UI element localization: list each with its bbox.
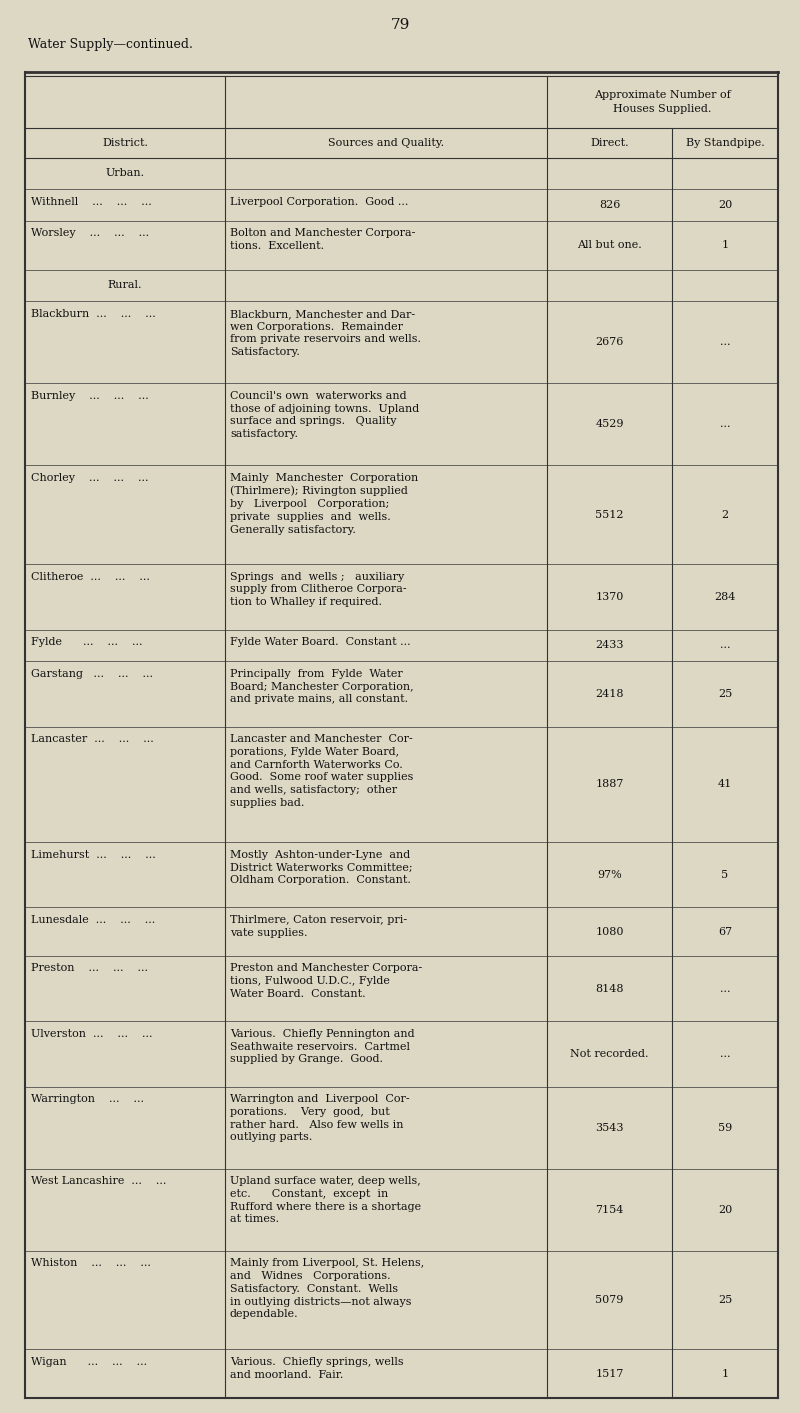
Text: 5512: 5512 xyxy=(595,510,624,520)
Text: 97%: 97% xyxy=(597,870,622,880)
Text: 7154: 7154 xyxy=(595,1205,624,1215)
Text: Various.  Chiefly springs, wells
and moorland.  Fair.: Various. Chiefly springs, wells and moor… xyxy=(230,1356,404,1379)
Text: District.: District. xyxy=(102,137,148,147)
Text: ...: ... xyxy=(720,640,730,650)
Text: Wigan      ...    ...    ...: Wigan ... ... ... xyxy=(31,1356,147,1366)
Text: Direct.: Direct. xyxy=(590,137,629,147)
Text: 41: 41 xyxy=(718,780,732,790)
Text: 59: 59 xyxy=(718,1122,732,1133)
Text: 67: 67 xyxy=(718,927,732,937)
Text: Liverpool Corporation.  Good ...: Liverpool Corporation. Good ... xyxy=(230,196,408,206)
Text: Council's own  waterworks and
those of adjoining towns.  Upland
surface and spri: Council's own waterworks and those of ad… xyxy=(230,391,419,439)
Text: Urban.: Urban. xyxy=(106,168,145,178)
Text: Preston    ...    ...    ...: Preston ... ... ... xyxy=(31,964,148,974)
Text: Upland surface water, deep wells,
etc.      Constant,  except  in
Rufford where : Upland surface water, deep wells, etc. C… xyxy=(230,1176,421,1225)
Text: Fylde Water Board.  Constant ...: Fylde Water Board. Constant ... xyxy=(230,637,410,647)
Text: 2418: 2418 xyxy=(595,690,624,699)
Text: 1370: 1370 xyxy=(595,592,624,602)
Text: ...: ... xyxy=(720,1048,730,1058)
Text: Warrington and  Liverpool  Cor-
porations.    Very  good,  but
rather hard.   Al: Warrington and Liverpool Cor- porations.… xyxy=(230,1094,410,1143)
Text: Blackburn  ...    ...    ...: Blackburn ... ... ... xyxy=(31,309,156,319)
Text: Lunesdale  ...    ...    ...: Lunesdale ... ... ... xyxy=(31,916,155,926)
Text: 284: 284 xyxy=(714,592,736,602)
Text: By Standpipe.: By Standpipe. xyxy=(686,137,764,147)
Text: 1517: 1517 xyxy=(595,1369,624,1379)
Text: 79: 79 xyxy=(390,18,410,32)
Text: 3543: 3543 xyxy=(595,1122,624,1133)
Text: Burnley    ...    ...    ...: Burnley ... ... ... xyxy=(31,391,149,401)
Text: Rural.: Rural. xyxy=(108,280,142,291)
Text: 5: 5 xyxy=(722,870,729,880)
Text: Principally  from  Fylde  Water
Board; Manchester Corporation,
and private mains: Principally from Fylde Water Board; Manc… xyxy=(230,668,414,704)
Text: Lancaster  ...    ...    ...: Lancaster ... ... ... xyxy=(31,733,154,745)
Text: 1: 1 xyxy=(722,1369,729,1379)
Text: 1887: 1887 xyxy=(595,780,624,790)
Text: Ulverston  ...    ...    ...: Ulverston ... ... ... xyxy=(31,1029,153,1039)
Text: Mainly from Liverpool, St. Helens,
and   Widnes   Corporations.
Satisfactory.  C: Mainly from Liverpool, St. Helens, and W… xyxy=(230,1258,424,1320)
Text: Withnell    ...    ...    ...: Withnell ... ... ... xyxy=(31,196,152,206)
Text: Water Supply—continued.: Water Supply—continued. xyxy=(28,38,193,51)
Text: Sources and Quality.: Sources and Quality. xyxy=(328,137,444,147)
Text: 25: 25 xyxy=(718,1296,732,1306)
Text: Lancaster and Manchester  Cor-
porations, Fylde Water Board,
and Carnforth Water: Lancaster and Manchester Cor- porations,… xyxy=(230,733,414,808)
Text: Mainly  Manchester  Corporation
(Thirlmere); Rivington supplied
by   Liverpool  : Mainly Manchester Corporation (Thirlmere… xyxy=(230,473,418,536)
Text: Springs  and  wells ;   auxiliary
supply from Clitheroe Corpora-
tion to Whalley: Springs and wells ; auxiliary supply fro… xyxy=(230,572,406,608)
Text: Bolton and Manchester Corpora-
tions.  Excellent.: Bolton and Manchester Corpora- tions. Ex… xyxy=(230,229,415,252)
Text: West Lancashire  ...    ...: West Lancashire ... ... xyxy=(31,1176,166,1186)
Text: Fylde      ...    ...    ...: Fylde ... ... ... xyxy=(31,637,142,647)
Text: Mostly  Ashton-under-Lyne  and
District Waterworks Committee;
Oldham Corporation: Mostly Ashton-under-Lyne and District Wa… xyxy=(230,849,413,885)
Text: 20: 20 xyxy=(718,1205,732,1215)
Text: Worsley    ...    ...    ...: Worsley ... ... ... xyxy=(31,229,149,239)
Text: ...: ... xyxy=(720,338,730,348)
Text: Chorley    ...    ...    ...: Chorley ... ... ... xyxy=(31,473,149,483)
Text: 25: 25 xyxy=(718,690,732,699)
Text: Not recorded.: Not recorded. xyxy=(570,1048,649,1058)
Text: 1080: 1080 xyxy=(595,927,624,937)
Text: 4529: 4529 xyxy=(595,420,624,430)
Text: 1: 1 xyxy=(722,240,729,250)
Text: Limehurst  ...    ...    ...: Limehurst ... ... ... xyxy=(31,849,156,859)
Text: 20: 20 xyxy=(718,201,732,211)
Text: 2433: 2433 xyxy=(595,640,624,650)
Text: 8148: 8148 xyxy=(595,983,624,993)
Text: 2: 2 xyxy=(722,510,729,520)
Text: 5079: 5079 xyxy=(595,1296,624,1306)
Text: ...: ... xyxy=(720,983,730,993)
Text: Blackburn, Manchester and Dar-
wen Corporations.  Remainder
from private reservo: Blackburn, Manchester and Dar- wen Corpo… xyxy=(230,309,421,357)
Text: Houses Supplied.: Houses Supplied. xyxy=(614,103,712,113)
Text: 826: 826 xyxy=(599,201,620,211)
Text: Whiston    ...    ...    ...: Whiston ... ... ... xyxy=(31,1258,151,1267)
Text: Approximate Number of: Approximate Number of xyxy=(594,89,731,99)
Text: Preston and Manchester Corpora-
tions, Fulwood U.D.C., Fylde
Water Board.  Const: Preston and Manchester Corpora- tions, F… xyxy=(230,964,422,999)
Text: Garstang   ...    ...    ...: Garstang ... ... ... xyxy=(31,668,153,678)
Text: Warrington    ...    ...: Warrington ... ... xyxy=(31,1094,144,1104)
Text: Clitheroe  ...    ...    ...: Clitheroe ... ... ... xyxy=(31,572,150,582)
Text: ...: ... xyxy=(720,420,730,430)
Text: 2676: 2676 xyxy=(595,338,624,348)
Text: All but one.: All but one. xyxy=(577,240,642,250)
Text: Thirlmere, Caton reservoir, pri-
vate supplies.: Thirlmere, Caton reservoir, pri- vate su… xyxy=(230,916,407,938)
Text: Various.  Chiefly Pennington and
Seathwaite reservoirs.  Cartmel
supplied by Gra: Various. Chiefly Pennington and Seathwai… xyxy=(230,1029,414,1064)
